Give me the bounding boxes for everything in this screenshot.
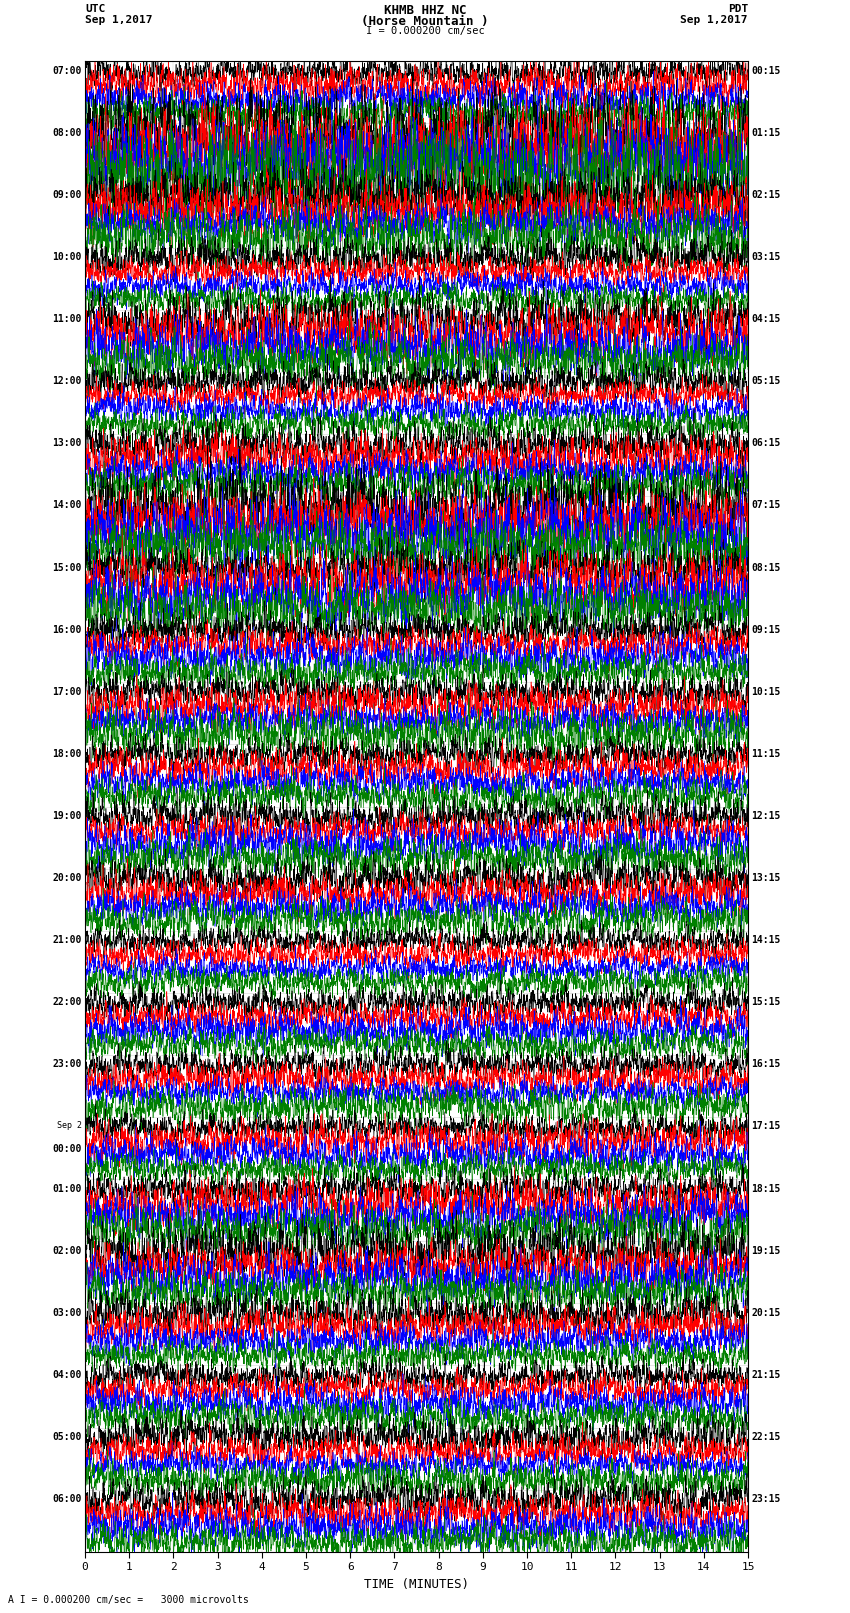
Text: 09:15: 09:15 — [751, 624, 780, 634]
Text: 10:15: 10:15 — [751, 687, 780, 697]
Text: 07:15: 07:15 — [751, 500, 780, 510]
Text: 15:00: 15:00 — [53, 563, 82, 573]
Text: 05:15: 05:15 — [751, 376, 780, 386]
Text: 12:15: 12:15 — [751, 811, 780, 821]
Text: 04:15: 04:15 — [751, 315, 780, 324]
Text: Sep 1,2017: Sep 1,2017 — [681, 15, 748, 24]
Text: 17:15: 17:15 — [751, 1121, 780, 1131]
Text: 15:15: 15:15 — [751, 997, 780, 1007]
Text: 20:15: 20:15 — [751, 1308, 780, 1318]
Text: 03:15: 03:15 — [751, 252, 780, 261]
Text: KHMB HHZ NC: KHMB HHZ NC — [383, 5, 467, 18]
Text: 08:15: 08:15 — [751, 563, 780, 573]
Text: 14:00: 14:00 — [53, 500, 82, 510]
Text: 10:00: 10:00 — [53, 252, 82, 261]
Text: 02:00: 02:00 — [53, 1245, 82, 1255]
Text: 00:15: 00:15 — [751, 66, 780, 76]
X-axis label: TIME (MINUTES): TIME (MINUTES) — [364, 1578, 469, 1590]
Text: 07:00: 07:00 — [53, 66, 82, 76]
Text: 19:00: 19:00 — [53, 811, 82, 821]
Text: 03:00: 03:00 — [53, 1308, 82, 1318]
Text: 16:15: 16:15 — [751, 1060, 780, 1069]
Text: A I = 0.000200 cm/sec =   3000 microvolts: A I = 0.000200 cm/sec = 3000 microvolts — [8, 1595, 249, 1605]
Text: I = 0.000200 cm/sec: I = 0.000200 cm/sec — [366, 26, 484, 35]
Text: Sep 1,2017: Sep 1,2017 — [85, 15, 152, 24]
Text: 22:15: 22:15 — [751, 1432, 780, 1442]
Text: 05:00: 05:00 — [53, 1432, 82, 1442]
Text: 20:00: 20:00 — [53, 873, 82, 882]
Text: 23:00: 23:00 — [53, 1060, 82, 1069]
Text: 13:00: 13:00 — [53, 439, 82, 448]
Text: 21:15: 21:15 — [751, 1369, 780, 1379]
Text: 02:15: 02:15 — [751, 190, 780, 200]
Text: 00:00: 00:00 — [53, 1144, 82, 1153]
Text: 06:00: 06:00 — [53, 1494, 82, 1503]
Text: 21:00: 21:00 — [53, 936, 82, 945]
Text: 17:00: 17:00 — [53, 687, 82, 697]
Text: 16:00: 16:00 — [53, 624, 82, 634]
Text: 11:15: 11:15 — [751, 748, 780, 758]
Text: 18:15: 18:15 — [751, 1184, 780, 1194]
Text: 14:15: 14:15 — [751, 936, 780, 945]
Text: (Horse Mountain ): (Horse Mountain ) — [361, 15, 489, 27]
Text: 01:00: 01:00 — [53, 1184, 82, 1194]
Text: 18:00: 18:00 — [53, 748, 82, 758]
Text: 06:15: 06:15 — [751, 439, 780, 448]
Text: 12:00: 12:00 — [53, 376, 82, 386]
Text: 22:00: 22:00 — [53, 997, 82, 1007]
Text: UTC: UTC — [85, 5, 105, 15]
Text: 19:15: 19:15 — [751, 1245, 780, 1255]
Text: 08:00: 08:00 — [53, 127, 82, 137]
Text: PDT: PDT — [728, 5, 748, 15]
Text: Sep 2: Sep 2 — [57, 1121, 82, 1131]
Text: 23:15: 23:15 — [751, 1494, 780, 1503]
Text: 04:00: 04:00 — [53, 1369, 82, 1379]
Text: 13:15: 13:15 — [751, 873, 780, 882]
Text: 01:15: 01:15 — [751, 127, 780, 137]
Text: 09:00: 09:00 — [53, 190, 82, 200]
Text: 11:00: 11:00 — [53, 315, 82, 324]
